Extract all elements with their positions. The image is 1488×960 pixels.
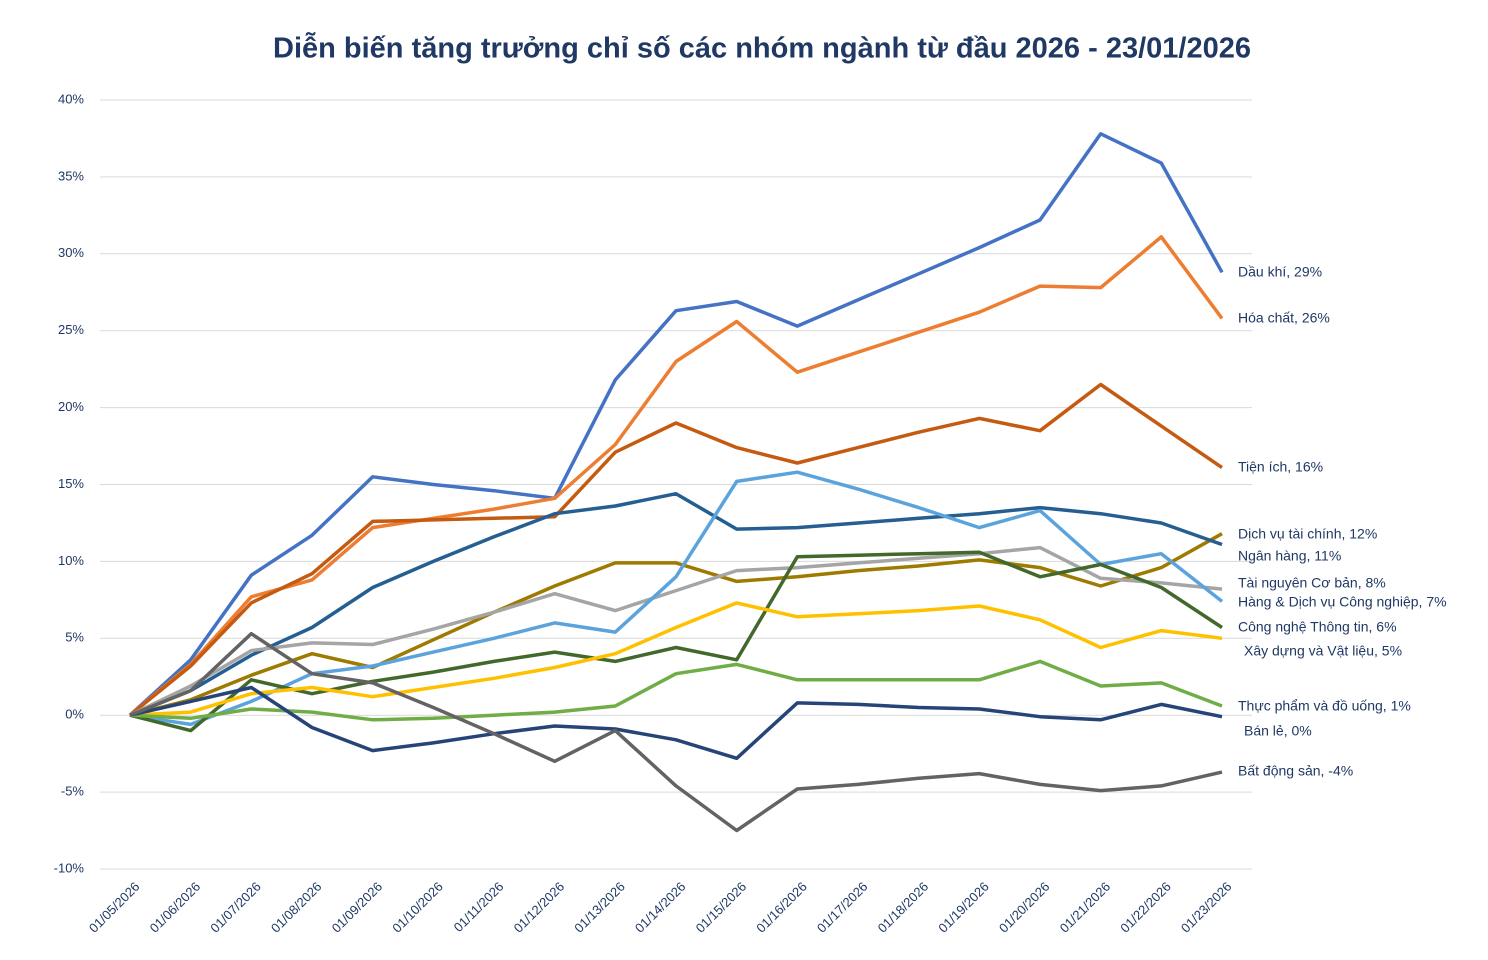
chart-title: Diễn biến tăng trưởng chỉ số các nhóm ng… [273,31,1251,65]
series-label: Bán lẻ, 0% [1244,723,1312,739]
y-tick-label: 0% [65,707,84,722]
series-line [129,659,1223,722]
series-line [128,132,1224,717]
series-line [129,491,1223,717]
series-line [128,382,1223,717]
series-label: Ngân hàng, 11% [1238,548,1341,564]
series-line [129,545,1223,717]
series-label: Dầu khí, 29% [1238,264,1322,280]
series-label: Xây dựng và Vật liệu, 5% [1244,643,1402,659]
series-line [128,235,1224,717]
series-label: Hàng & Dịch vụ Công nghiệp, 7% [1238,594,1447,610]
series-line [129,601,1223,717]
series-line [129,532,1223,717]
series-label: Dịch vụ tài chính, 12% [1238,526,1377,542]
series-label: Hóa chất, 26% [1238,310,1330,326]
y-tick-label: 30% [58,245,84,260]
series-line [129,631,1223,833]
series-label: Tài nguyên Cơ bản, 8% [1238,575,1386,591]
y-tick-label: 20% [58,399,84,414]
y-tick-label: 15% [58,476,84,491]
series-line [129,550,1223,733]
series-label: Công nghệ Thông tin, 6% [1238,619,1397,635]
y-tick-label: -5% [61,784,85,799]
y-tick-label: 40% [58,91,84,106]
series-line [129,685,1223,761]
y-tick-label: 5% [65,630,84,645]
y-tick-label: 25% [58,322,84,337]
series-label: Thực phẩm và đồ uống, 1% [1238,698,1411,714]
series-label: Bất động sản, -4% [1238,763,1353,779]
y-tick-label: 10% [58,553,84,568]
y-tick-label: -10% [54,860,85,875]
series-label: Tiện ích, 16% [1238,459,1323,475]
y-tick-label: 35% [58,168,84,183]
